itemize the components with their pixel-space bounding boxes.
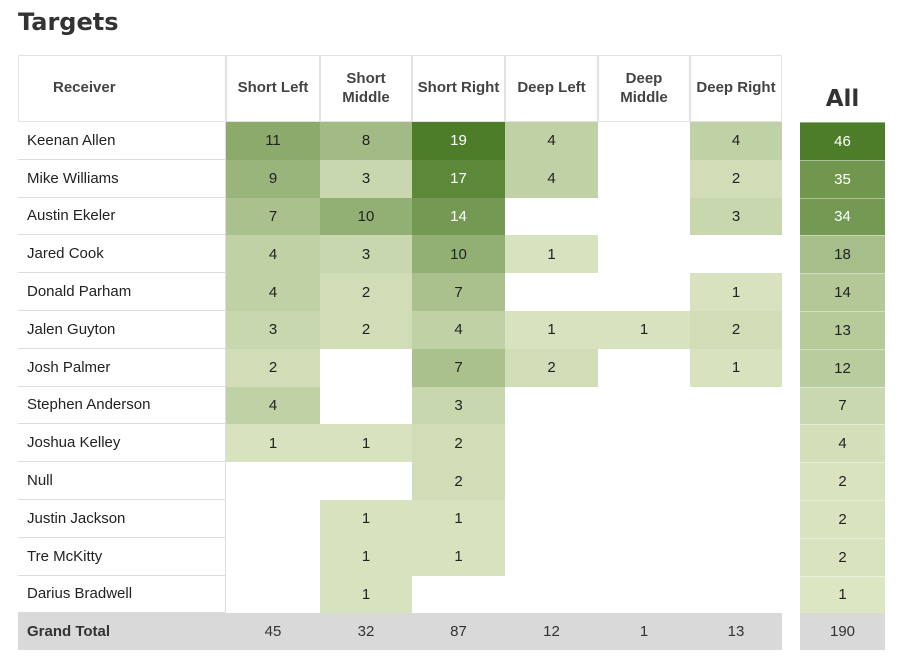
total-value: 13: [690, 613, 782, 650]
total-value: 45: [226, 613, 320, 650]
receiver-name: Darius Bradwell: [18, 575, 226, 614]
all-total: 190: [800, 613, 885, 650]
receiver-name: Jared Cook: [18, 235, 226, 274]
heat-cell: 1: [320, 537, 412, 576]
all-cell: 35: [800, 159, 885, 198]
heat-cell: 11: [226, 122, 320, 160]
title: Targets: [18, 8, 119, 36]
heat-cell: 7: [412, 348, 505, 387]
heat-cell: 4: [505, 122, 598, 160]
heat-cell: 1: [320, 500, 412, 538]
heat-cell: 17: [412, 159, 505, 198]
column-header: Short Middle: [320, 55, 412, 122]
receiver-name: Tre McKitty: [18, 537, 226, 576]
heat-cell: 2: [690, 311, 782, 349]
receiver-name: Null: [18, 462, 226, 500]
heat-cell: 1: [505, 311, 598, 349]
all-header: All: [825, 86, 860, 112]
column-header: Deep Middle: [598, 55, 690, 122]
heat-cell: 1: [320, 575, 412, 614]
heat-cell: 4: [226, 386, 320, 425]
heat-cell: 2: [320, 311, 412, 349]
heat-cell: 3: [690, 197, 782, 236]
total-value: 32: [320, 613, 412, 650]
receiver-name: Austin Ekeler: [18, 197, 226, 236]
all-cell: 14: [800, 273, 885, 311]
receiver-name: Keenan Allen: [18, 122, 226, 160]
heat-cell: 9: [226, 159, 320, 198]
all-cell: 2: [800, 500, 885, 538]
heat-cell: 4: [412, 311, 505, 349]
heat-cell: 2: [505, 348, 598, 387]
all-cell: 46: [800, 122, 885, 160]
receiver-name: Jalen Guyton: [18, 311, 226, 349]
heat-cell: 14: [412, 197, 505, 236]
all-cell: 4: [800, 424, 885, 463]
heat-cell: 8: [320, 122, 412, 160]
heat-cell: 3: [412, 386, 505, 425]
heat-cell: 4: [226, 235, 320, 274]
heat-cell: 3: [226, 311, 320, 349]
receiver-name: Josh Palmer: [18, 348, 226, 387]
heat-cell: 7: [226, 197, 320, 236]
all-cell: 12: [800, 348, 885, 387]
heat-cell: 2: [412, 424, 505, 463]
heat-cell: 4: [226, 273, 320, 311]
heat-cell: 2: [226, 348, 320, 387]
receiver-name: Mike Williams: [18, 159, 226, 198]
all-cell: 13: [800, 311, 885, 349]
heat-cell: 1: [598, 311, 690, 349]
total-label: Grand Total: [18, 613, 226, 650]
column-header: Short Right: [412, 55, 505, 122]
heat-cell: 3: [320, 159, 412, 198]
all-cell: 18: [800, 235, 885, 274]
heat-cell: 2: [320, 273, 412, 311]
heat-cell: 4: [505, 159, 598, 198]
receiver-name: Justin Jackson: [18, 500, 226, 538]
heat-cell: 1: [412, 537, 505, 576]
total-value: 87: [412, 613, 505, 650]
all-cell: 1: [800, 575, 885, 614]
receiver-name: Stephen Anderson: [18, 386, 226, 425]
heat-cell: 2: [690, 159, 782, 198]
heat-cell: 7: [412, 273, 505, 311]
heat-cell: 1: [690, 348, 782, 387]
heat-cell: 10: [412, 235, 505, 274]
heat-cell: 4: [690, 122, 782, 160]
total-value: 1: [598, 613, 690, 650]
all-cell: 7: [800, 386, 885, 425]
heat-cell: 1: [226, 424, 320, 463]
heat-cell: 19: [412, 122, 505, 160]
heat-cell: 3: [320, 235, 412, 274]
receiver-name: Donald Parham: [18, 273, 226, 311]
column-header: Short Left: [226, 55, 320, 122]
heat-cell: 1: [690, 273, 782, 311]
column-header: Receiver: [18, 55, 226, 122]
heat-cell: 2: [412, 462, 505, 500]
all-cell: 34: [800, 197, 885, 236]
receiver-name: Joshua Kelley: [18, 424, 226, 463]
heat-cell: 1: [412, 500, 505, 538]
heat-cell: 1: [505, 235, 598, 274]
all-cell: 2: [800, 462, 885, 500]
all-cell: 2: [800, 537, 885, 576]
heat-cell: 1: [320, 424, 412, 463]
total-value: 12: [505, 613, 598, 650]
heat-cell: 10: [320, 197, 412, 236]
column-header: Deep Left: [505, 55, 598, 122]
column-header: Deep Right: [690, 55, 782, 122]
